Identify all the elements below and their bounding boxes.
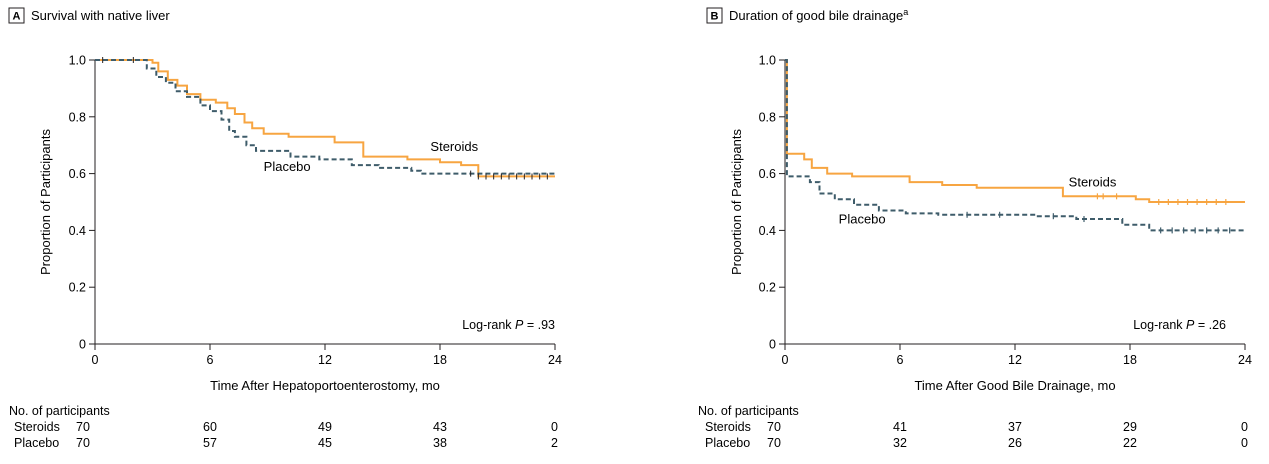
- logrank-p: P: [515, 318, 524, 332]
- y-tick-label: 0: [79, 338, 86, 352]
- x-tick-label: 18: [433, 353, 447, 367]
- series-label-steroids: Steroids: [430, 139, 478, 154]
- logrank-value: = .26: [1194, 318, 1226, 332]
- risk-table-heading: No. of participants: [9, 404, 110, 418]
- panel-title: Survival with native liver: [31, 8, 170, 23]
- y-tick-label: 0.6: [759, 167, 776, 181]
- risk-row-label-steroids: Steroids: [14, 420, 60, 434]
- risk-value-steroids: 0: [551, 420, 558, 434]
- plot-area: 0 0.2 0.4 0.6 0.8 1.0 0 6 12 18 24 Steroids Placebo: [759, 54, 1252, 368]
- y-tick-label: 0: [769, 338, 776, 352]
- panel-title-superscript: a: [903, 7, 908, 17]
- risk-value-steroids: 70: [767, 420, 781, 434]
- panel-title: Duration of good bile drainagea: [729, 7, 908, 23]
- y-axis-title: Proportion of Participants: [38, 129, 53, 275]
- risk-value-placebo: 70: [76, 436, 90, 450]
- risk-value-placebo: 32: [893, 436, 907, 450]
- risk-value-steroids: 49: [318, 420, 332, 434]
- risk-value-placebo: 70: [767, 436, 781, 450]
- x-tick-label: 0: [782, 353, 789, 367]
- series-label-steroids: Steroids: [1069, 174, 1117, 189]
- y-tick-label: 0.8: [69, 110, 86, 124]
- series-line-steroids: [785, 59, 1245, 203]
- panel-letter: B: [711, 11, 719, 23]
- series-line-placebo: [95, 59, 555, 175]
- x-axis-title: Time After Hepatoportoenterostomy, mo: [210, 378, 440, 393]
- logrank-prefix: Log-rank: [462, 318, 515, 332]
- risk-value-steroids: 70: [76, 420, 90, 434]
- logrank-prefix: Log-rank: [1133, 318, 1186, 332]
- panel-letter: A: [13, 11, 21, 23]
- series-line-placebo: [785, 59, 1245, 232]
- logrank-annotation: Log-rank P = .26: [1133, 318, 1226, 332]
- risk-table-heading: No. of participants: [698, 404, 799, 418]
- risk-value-placebo: 57: [203, 436, 217, 450]
- logrank-p: P: [1186, 318, 1195, 332]
- risk-value-placebo: 22: [1123, 436, 1137, 450]
- risk-values: 70 41 37 29 0 70 32 26 22 0: [767, 420, 1248, 450]
- panel-title-text: Duration of good bile drainage: [729, 8, 903, 23]
- x-tick-label: 0: [92, 353, 99, 367]
- logrank-value: = .93: [523, 318, 555, 332]
- risk-value-steroids: 29: [1123, 420, 1137, 434]
- risk-value-steroids: 43: [433, 420, 447, 434]
- risk-value-steroids: 0: [1241, 420, 1248, 434]
- panel-b: B Duration of good bile drainagea Propor…: [698, 7, 1252, 450]
- panel-letter-box: [706, 7, 723, 24]
- panel-a: A Survival with native liver Proportion …: [8, 7, 562, 450]
- x-tick-label: 6: [897, 353, 904, 367]
- risk-row-label-placebo: Placebo: [705, 436, 750, 450]
- y-axis-title: Proportion of Participants: [729, 129, 744, 275]
- y-tick-label: 1.0: [759, 54, 776, 68]
- risk-row-label-steroids: Steroids: [705, 420, 751, 434]
- x-axis-title: Time After Good Bile Drainage, mo: [914, 378, 1115, 393]
- y-tick-label: 0.4: [69, 224, 86, 238]
- x-tick-label: 12: [318, 353, 332, 367]
- risk-value-steroids: 60: [203, 420, 217, 434]
- x-tick-label: 6: [207, 353, 214, 367]
- x-tick-label: 12: [1008, 353, 1022, 367]
- y-tick-label: 0.2: [759, 281, 776, 295]
- risk-value-placebo: 45: [318, 436, 332, 450]
- risk-row-label-placebo: Placebo: [14, 436, 59, 450]
- plot-area: 0 0.2 0.4 0.6 0.8 1.0 0 6 12 18 24 Steroids Placebo: [69, 54, 562, 368]
- y-tick-label: 1.0: [69, 54, 86, 68]
- risk-values: 70 60 49 43 0 70 57 45 38 2: [76, 420, 558, 450]
- risk-value-placebo: 38: [433, 436, 447, 450]
- risk-value-steroids: 41: [893, 420, 907, 434]
- series-line-steroids: [95, 59, 555, 178]
- x-tick-label: 24: [548, 353, 562, 367]
- series-label-placebo: Placebo: [839, 211, 886, 226]
- x-tick-label: 24: [1238, 353, 1252, 367]
- logrank-annotation: Log-rank P = .93: [462, 318, 555, 332]
- y-tick-label: 0.4: [759, 224, 776, 238]
- series-label-placebo: Placebo: [264, 159, 311, 174]
- panel-letter-box: [8, 7, 25, 24]
- risk-value-steroids: 37: [1008, 420, 1022, 434]
- risk-value-placebo: 26: [1008, 436, 1022, 450]
- y-tick-label: 0.6: [69, 167, 86, 181]
- risk-value-placebo: 2: [551, 436, 558, 450]
- y-tick-label: 0.2: [69, 281, 86, 295]
- panel-title-text: Survival with native liver: [31, 8, 170, 23]
- y-tick-label: 0.8: [759, 110, 776, 124]
- x-tick-label: 18: [1123, 353, 1137, 367]
- risk-value-placebo: 0: [1241, 436, 1248, 450]
